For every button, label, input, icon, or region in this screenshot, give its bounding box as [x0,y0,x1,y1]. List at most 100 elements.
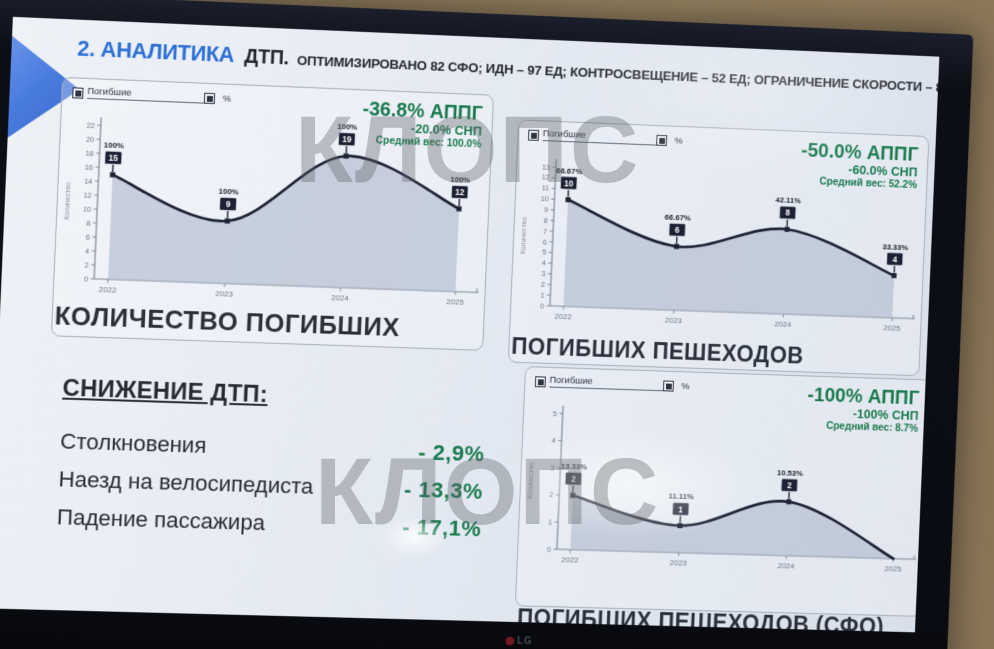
svg-text:100%: 100% [218,187,239,197]
reduction-value: - 17,1% [401,514,482,542]
svg-text:100%: 100% [450,175,470,185]
svg-text:2024: 2024 [331,293,349,303]
lg-logo-text: LG [516,635,533,648]
svg-text:13.33%: 13.33% [561,462,588,472]
svg-text:2022: 2022 [99,285,118,295]
legend-checkbox-icon [534,376,546,388]
svg-text:8: 8 [544,216,548,225]
chart-annotation: -50.0% АППГ -60.0% СНП Средний вес: 52.2… [800,140,919,192]
svg-text:20: 20 [86,134,95,143]
svg-text:2025: 2025 [446,297,464,307]
data-point [677,522,683,529]
svg-text:100%: 100% [104,140,125,150]
data-point [565,197,571,203]
svg-text:8: 8 [785,208,790,218]
svg-text:2: 2 [787,480,792,490]
data-point [784,226,790,232]
svg-text:1: 1 [548,517,552,526]
slide-title-accent: 2. АНАЛИТИКА [76,35,235,68]
chart-annotation: -36.8% АППГ -20.0% СНП Средний вес: 100.… [361,98,483,151]
svg-text:2024: 2024 [777,561,795,570]
data-point [224,218,231,224]
svg-text:7: 7 [543,226,547,235]
svg-text:12: 12 [455,187,465,197]
svg-text:2025: 2025 [883,323,901,332]
svg-text:15: 15 [108,153,118,163]
svg-text:3: 3 [541,269,545,278]
svg-text:6: 6 [543,237,547,246]
svg-text:2025: 2025 [884,564,902,573]
slide-title-strong: ДТП. [243,45,290,70]
svg-text:14: 14 [84,176,93,185]
svg-text:4: 4 [552,436,556,445]
chart-panel-pedestrian-deaths: Погибшие % -50.0% АППГ -60.0% СНП Средни… [507,119,930,377]
data-point [456,206,462,212]
svg-text:11.11%: 11.11% [668,492,694,502]
svg-text:12: 12 [541,173,549,182]
legend-percent-label: % [222,93,232,105]
legend-checkbox-icon [662,380,674,392]
svg-text:0: 0 [547,545,551,554]
svg-text:42.11%: 42.11% [775,196,801,206]
chart-panel-pedestrian-deaths-sfo: Погибшие % -100% АППГ -100% СНП Средний … [514,366,931,632]
svg-text:0: 0 [84,274,89,283]
svg-text:1: 1 [540,290,544,299]
svg-text:4: 4 [542,258,546,267]
svg-text:66.67%: 66.67% [556,166,583,176]
svg-text:13: 13 [542,162,550,171]
svg-text:10: 10 [83,204,92,213]
svg-text:2022: 2022 [561,555,579,564]
data-point [786,499,792,505]
svg-text:Количество: Количество [527,462,535,499]
svg-text:4: 4 [85,246,90,255]
svg-text:19: 19 [342,134,352,144]
svg-text:100%: 100% [337,122,357,132]
svg-text:33.33%: 33.33% [882,242,908,252]
svg-text:5: 5 [553,409,557,418]
annotation-appg: -100% АППГ [807,384,920,410]
svg-text:2: 2 [549,490,553,499]
reduction-block: СНИЖЕНИЕ ДТП: Столкновения - 2,9% Наезд … [56,375,487,554]
svg-text:2024: 2024 [774,320,792,329]
svg-text:9: 9 [226,199,231,209]
reduction-value: - 2,9% [417,439,485,467]
lg-logo-dot-icon [505,636,515,646]
svg-text:12: 12 [83,190,92,199]
svg-text:10.53%: 10.53% [777,468,803,478]
svg-text:2: 2 [541,280,545,289]
legend-checkbox-icon [203,92,216,105]
svg-text:11: 11 [541,184,549,193]
reduction-heading: СНИЖЕНИЕ ДТП: [61,374,269,409]
svg-text:1: 1 [678,504,683,514]
svg-text:0: 0 [540,301,544,310]
data-point [673,243,680,250]
svg-text:10: 10 [564,178,574,188]
svg-text:10: 10 [540,194,548,203]
svg-text:3: 3 [550,463,554,472]
svg-text:Количество: Количество [64,182,73,220]
svg-text:2022: 2022 [554,312,572,321]
legend-percent-label: % [681,381,690,393]
svg-text:5: 5 [542,248,546,257]
tv-screen: 2. АНАЛИТИКА ДТП. ОПТИМИЗИРОВАНО 82 СФО;… [0,16,940,633]
data-point [110,172,116,179]
legend-percent-label: % [674,135,683,147]
svg-text:66.67%: 66.67% [665,213,691,223]
tv-bezel: 2. АНАЛИТИКА ДТП. ОПТИМИЗИРОВАНО 82 СФО;… [0,0,974,649]
lg-logo: LG [505,635,533,648]
chart-panel-deaths-total: Погибшие % -36.8% АППГ -20.0% СНП Средни… [50,76,495,351]
slide-title-rest: ОПТИМИЗИРОВАНО 82 СФО; ИДН – 97 ЕД; КОНТ… [296,52,940,97]
legend-checkbox-icon [656,134,668,147]
data-point [343,153,349,159]
legend-checkbox-icon [527,129,540,141]
svg-text:4: 4 [892,254,897,264]
svg-text:Количество: Количество [520,217,528,254]
svg-text:2023: 2023 [670,558,688,567]
svg-text:2023: 2023 [215,289,233,299]
reduction-label: Столкновения [59,428,207,458]
legend-checkbox-icon [72,87,84,99]
svg-text:8: 8 [86,218,91,227]
data-point [891,272,897,279]
reduction-rows: Столкновения - 2,9% Наезд на велосипедис… [56,428,485,554]
